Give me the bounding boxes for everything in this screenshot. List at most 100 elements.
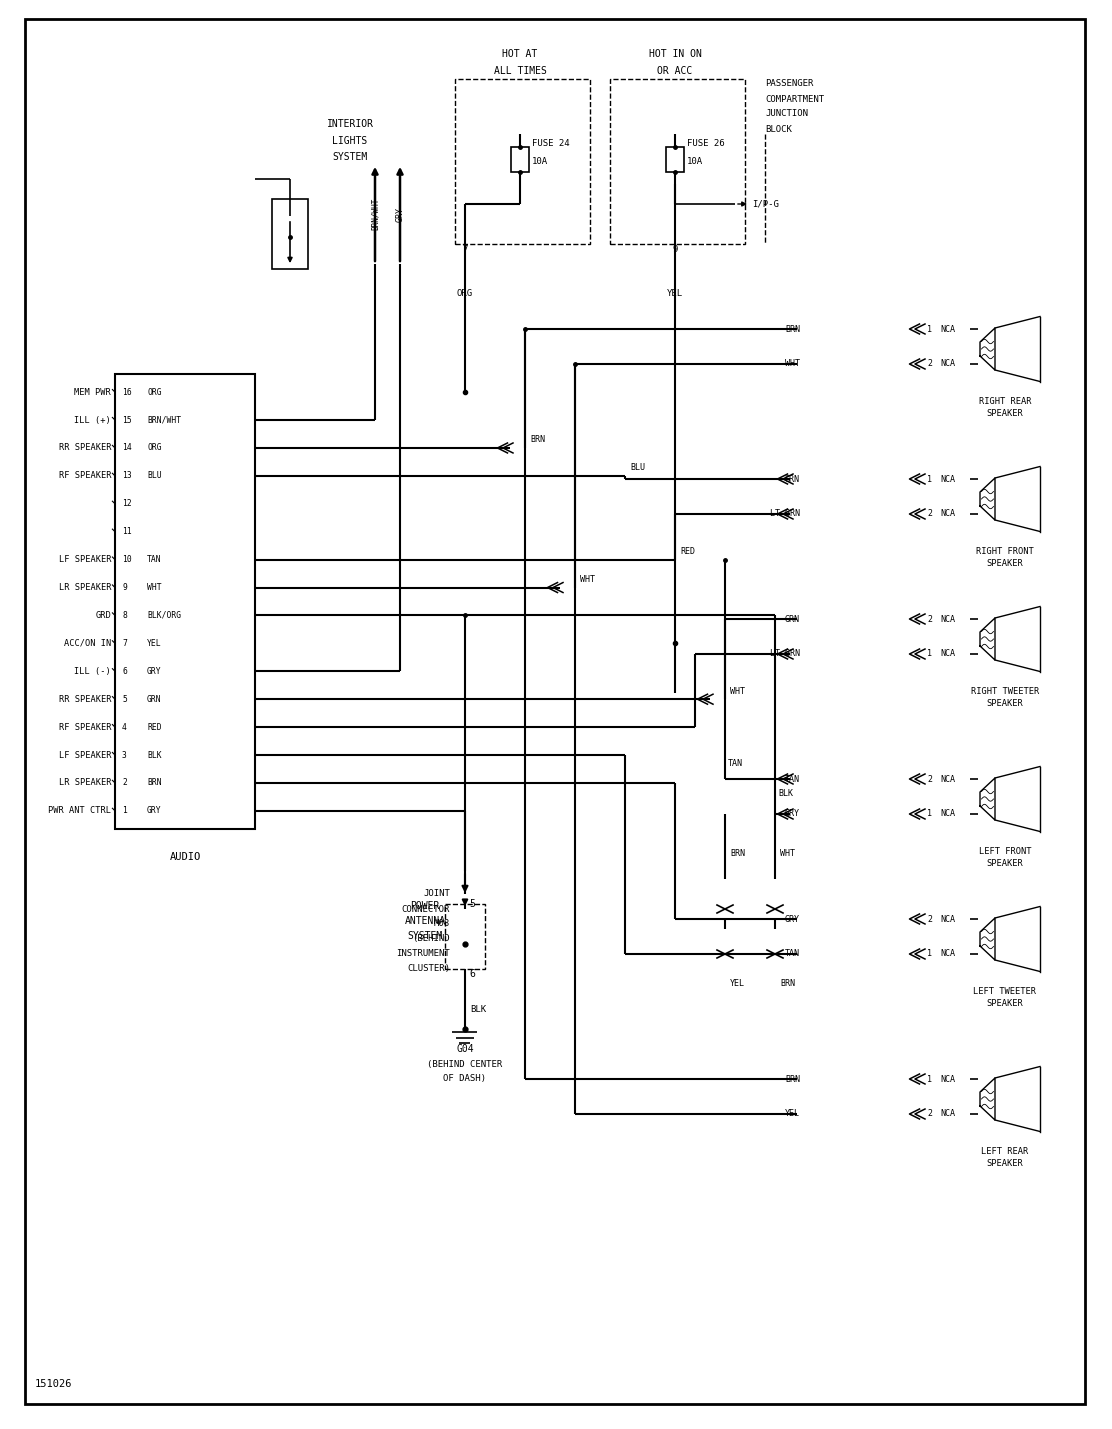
Text: GRY: GRY	[785, 915, 800, 923]
Text: 10: 10	[122, 554, 131, 564]
Text: BLOCK: BLOCK	[765, 124, 792, 133]
Text: M08: M08	[434, 919, 450, 929]
Text: YEL: YEL	[729, 979, 745, 989]
Text: PWR ANT CTRL: PWR ANT CTRL	[48, 806, 111, 816]
Text: INTERIOR: INTERIOR	[327, 119, 374, 129]
Text: WHT: WHT	[785, 360, 800, 369]
Text: ILL (-): ILL (-)	[75, 667, 111, 676]
Text: GRY: GRY	[147, 667, 161, 676]
Text: 16: 16	[122, 387, 131, 397]
Text: LT GRN: LT GRN	[770, 510, 800, 519]
Text: RED: RED	[147, 723, 161, 732]
Text: BRN: BRN	[729, 849, 745, 859]
Text: 10A: 10A	[687, 157, 703, 166]
Text: ORG: ORG	[147, 387, 161, 397]
Text: ORG: ORG	[147, 443, 161, 453]
Text: 7: 7	[463, 244, 468, 253]
Text: GRD: GRD	[96, 612, 111, 620]
Text: (BEHIND: (BEHIND	[413, 935, 450, 943]
Text: ALL TIMES: ALL TIMES	[494, 66, 546, 76]
Text: TAN: TAN	[728, 759, 743, 769]
Text: NCA: NCA	[940, 474, 955, 483]
Text: GRN: GRN	[785, 474, 800, 483]
Text: NCA: NCA	[940, 324, 955, 333]
Text: BRN: BRN	[785, 1075, 800, 1083]
Text: WHT: WHT	[580, 574, 595, 584]
Text: I/P-G: I/P-G	[752, 200, 778, 209]
Text: SPEAKER: SPEAKER	[986, 560, 1023, 569]
Text: MEM PWR: MEM PWR	[75, 387, 111, 397]
Text: PASSENGER: PASSENGER	[765, 80, 813, 89]
Text: 1: 1	[927, 949, 932, 959]
Text: TAN: TAN	[785, 949, 800, 959]
Text: 14: 14	[122, 443, 131, 453]
Text: 6: 6	[469, 969, 475, 979]
Text: LEFT REAR: LEFT REAR	[982, 1146, 1029, 1156]
Text: ILL (+): ILL (+)	[75, 416, 111, 424]
Text: 9: 9	[673, 244, 677, 253]
Text: 3: 3	[122, 750, 127, 760]
Text: 1: 1	[927, 809, 932, 819]
Text: BRN/WHT: BRN/WHT	[147, 416, 181, 424]
Text: HOT IN ON: HOT IN ON	[648, 49, 702, 59]
Text: 2: 2	[927, 614, 932, 623]
Text: 1: 1	[122, 806, 127, 816]
Text: FUSE 26: FUSE 26	[687, 140, 725, 149]
Text: NCA: NCA	[940, 1075, 955, 1083]
Text: NCA: NCA	[940, 775, 955, 783]
Text: RF SPEAKER: RF SPEAKER	[59, 723, 111, 732]
Text: 4: 4	[122, 723, 127, 732]
Text: OF DASH): OF DASH)	[444, 1075, 486, 1083]
Bar	[115, 374, 255, 829]
Text: SPEAKER: SPEAKER	[986, 700, 1023, 709]
Text: ANTENNA: ANTENNA	[405, 916, 446, 926]
Text: GRY: GRY	[396, 207, 405, 221]
Text: NCA: NCA	[940, 360, 955, 369]
Text: WHT: WHT	[729, 687, 745, 696]
Text: 2: 2	[927, 775, 932, 783]
Bar	[455, 79, 590, 244]
Text: BRN: BRN	[530, 436, 545, 444]
Text: NCA: NCA	[940, 949, 955, 959]
Text: GRN: GRN	[147, 694, 161, 703]
Text: POWER: POWER	[410, 900, 439, 910]
Text: LT GRN: LT GRN	[770, 650, 800, 659]
Text: WHT: WHT	[780, 849, 795, 859]
Text: YEL: YEL	[147, 639, 161, 647]
Text: RR SPEAKER: RR SPEAKER	[59, 443, 111, 453]
Text: BLK: BLK	[778, 789, 793, 799]
Text: 10A: 10A	[532, 157, 548, 166]
Text: BLK: BLK	[470, 1005, 486, 1013]
Bar	[272, 199, 308, 269]
Bar	[512, 147, 529, 171]
Text: 151026: 151026	[34, 1379, 72, 1389]
Text: ACC/ON IN: ACC/ON IN	[63, 639, 111, 647]
Text: 1: 1	[927, 650, 932, 659]
Text: 7: 7	[122, 639, 127, 647]
Text: LIGHTS: LIGHTS	[332, 136, 368, 146]
Text: 1: 1	[927, 1075, 932, 1083]
Text: WHT: WHT	[147, 583, 161, 592]
Text: NCA: NCA	[940, 1109, 955, 1119]
Text: 1: 1	[927, 474, 932, 483]
Text: BLK/ORG: BLK/ORG	[147, 612, 181, 620]
Text: BLK: BLK	[147, 750, 161, 760]
Text: 8: 8	[122, 612, 127, 620]
Text: 5: 5	[469, 899, 475, 909]
Text: BRN: BRN	[785, 324, 800, 333]
Text: NCA: NCA	[940, 809, 955, 819]
Text: JOINT: JOINT	[424, 889, 450, 899]
Text: BRN: BRN	[780, 979, 795, 989]
Text: (BEHIND CENTER: (BEHIND CENTER	[427, 1059, 503, 1069]
Text: G04: G04	[456, 1045, 474, 1055]
Text: NCA: NCA	[940, 915, 955, 923]
Text: LR SPEAKER: LR SPEAKER	[59, 779, 111, 787]
Text: GRN: GRN	[785, 614, 800, 623]
Text: CONNECTOR: CONNECTOR	[401, 905, 450, 913]
Text: LEFT TWEETER: LEFT TWEETER	[973, 986, 1036, 996]
Text: NCA: NCA	[940, 650, 955, 659]
Text: TAN: TAN	[785, 775, 800, 783]
Text: LEFT FRONT: LEFT FRONT	[979, 846, 1031, 856]
Text: SYSTEM: SYSTEM	[407, 930, 443, 940]
Text: NCA: NCA	[940, 614, 955, 623]
